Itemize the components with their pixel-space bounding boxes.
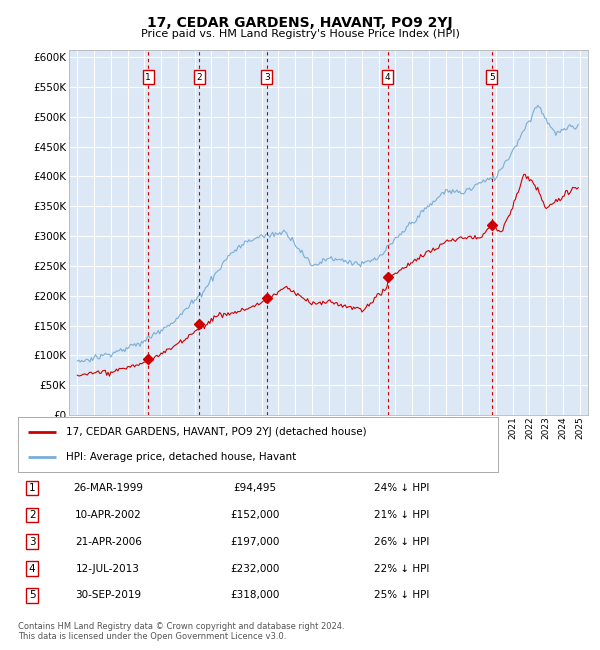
- Text: 22% ↓ HPI: 22% ↓ HPI: [374, 564, 429, 573]
- Text: 2: 2: [29, 510, 35, 520]
- Text: 30-SEP-2019: 30-SEP-2019: [75, 590, 142, 601]
- Text: £197,000: £197,000: [230, 537, 280, 547]
- Text: 10-APR-2002: 10-APR-2002: [75, 510, 142, 520]
- Text: 3: 3: [264, 73, 269, 82]
- Text: 26% ↓ HPI: 26% ↓ HPI: [374, 537, 429, 547]
- Text: 12-JUL-2013: 12-JUL-2013: [76, 564, 140, 573]
- Text: 4: 4: [385, 73, 391, 82]
- Text: £94,495: £94,495: [233, 483, 277, 493]
- Text: 21-APR-2006: 21-APR-2006: [75, 537, 142, 547]
- Text: 17, CEDAR GARDENS, HAVANT, PO9 2YJ: 17, CEDAR GARDENS, HAVANT, PO9 2YJ: [147, 16, 453, 31]
- Text: 26-MAR-1999: 26-MAR-1999: [73, 483, 143, 493]
- Text: 4: 4: [29, 564, 35, 573]
- Text: £232,000: £232,000: [230, 564, 280, 573]
- Text: £152,000: £152,000: [230, 510, 280, 520]
- Text: 5: 5: [29, 590, 35, 601]
- Text: £318,000: £318,000: [230, 590, 280, 601]
- Text: 1: 1: [29, 483, 35, 493]
- Text: 1: 1: [145, 73, 151, 82]
- Text: 2: 2: [196, 73, 202, 82]
- Text: 21% ↓ HPI: 21% ↓ HPI: [374, 510, 429, 520]
- Text: 25% ↓ HPI: 25% ↓ HPI: [374, 590, 429, 601]
- Text: 3: 3: [29, 537, 35, 547]
- Text: 17, CEDAR GARDENS, HAVANT, PO9 2YJ (detached house): 17, CEDAR GARDENS, HAVANT, PO9 2YJ (deta…: [66, 427, 367, 437]
- Text: 24% ↓ HPI: 24% ↓ HPI: [374, 483, 429, 493]
- Text: Contains HM Land Registry data © Crown copyright and database right 2024.
This d: Contains HM Land Registry data © Crown c…: [18, 622, 344, 642]
- Text: 5: 5: [489, 73, 494, 82]
- Text: HPI: Average price, detached house, Havant: HPI: Average price, detached house, Hava…: [66, 452, 296, 462]
- Text: Price paid vs. HM Land Registry's House Price Index (HPI): Price paid vs. HM Land Registry's House …: [140, 29, 460, 39]
